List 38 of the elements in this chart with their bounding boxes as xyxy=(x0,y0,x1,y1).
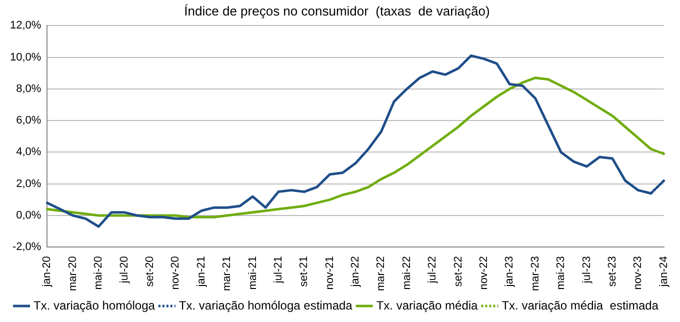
x-tick-label: jul-20 xyxy=(118,256,130,284)
x-tick-label: mai-22 xyxy=(400,256,413,290)
x-tick-label: nov-23 xyxy=(632,256,644,290)
y-tick-label: 2,0% xyxy=(16,178,42,190)
x-tick-label: mar-22 xyxy=(375,256,388,291)
x-tick-label: set-20 xyxy=(144,256,156,287)
x-tick-label: nov-20 xyxy=(170,256,182,290)
x-tick-label: nov-21 xyxy=(324,256,336,290)
y-tick-label: 6,0% xyxy=(16,114,42,127)
x-tick-label: mar-20 xyxy=(66,256,79,291)
x-tick-label: set-22 xyxy=(452,256,464,287)
x-tick-label: mai-20 xyxy=(92,256,105,290)
chart-title: Índice de preços no consumidor (taxas de variação) xyxy=(184,3,490,18)
x-tick-label: jul-23 xyxy=(580,256,593,284)
y-tick-label: 4,0% xyxy=(16,146,42,158)
legend-label: Tx. variação homóloga xyxy=(34,298,156,312)
y-tick-label: 10,0% xyxy=(10,51,42,64)
x-tick-label: jan-20 xyxy=(41,256,54,288)
x-tick-label: jan-22 xyxy=(350,256,362,288)
x-tick-label: set-23 xyxy=(606,256,618,287)
x-tick-label: mar-23 xyxy=(529,256,542,291)
x-tick-label: jul-22 xyxy=(426,256,439,284)
x-tick-label: mai-23 xyxy=(555,256,568,290)
legend-label: Tx. variação média xyxy=(376,298,478,312)
y-tick-label: -2,0% xyxy=(12,241,42,254)
y-tick-label: 12,0% xyxy=(10,20,42,32)
y-tick-label: 8,0% xyxy=(16,82,42,95)
legend-label: Tx. variação média estimada xyxy=(502,298,659,312)
x-tick-label: jan-23 xyxy=(504,256,516,288)
x-tick-label: jan-21 xyxy=(195,256,208,288)
x-tick-label: nov-22 xyxy=(478,256,490,290)
x-tick-label: mai-21 xyxy=(246,256,259,290)
x-tick-label: set-21 xyxy=(298,256,310,287)
x-tick-label: jan-24 xyxy=(658,256,670,288)
x-tick-label: mar-21 xyxy=(221,256,234,291)
x-tick-label: jul-21 xyxy=(272,256,284,284)
legend-label: Tx. variação homóloga estimada xyxy=(178,298,353,312)
y-tick-label: 0,0% xyxy=(16,210,42,222)
